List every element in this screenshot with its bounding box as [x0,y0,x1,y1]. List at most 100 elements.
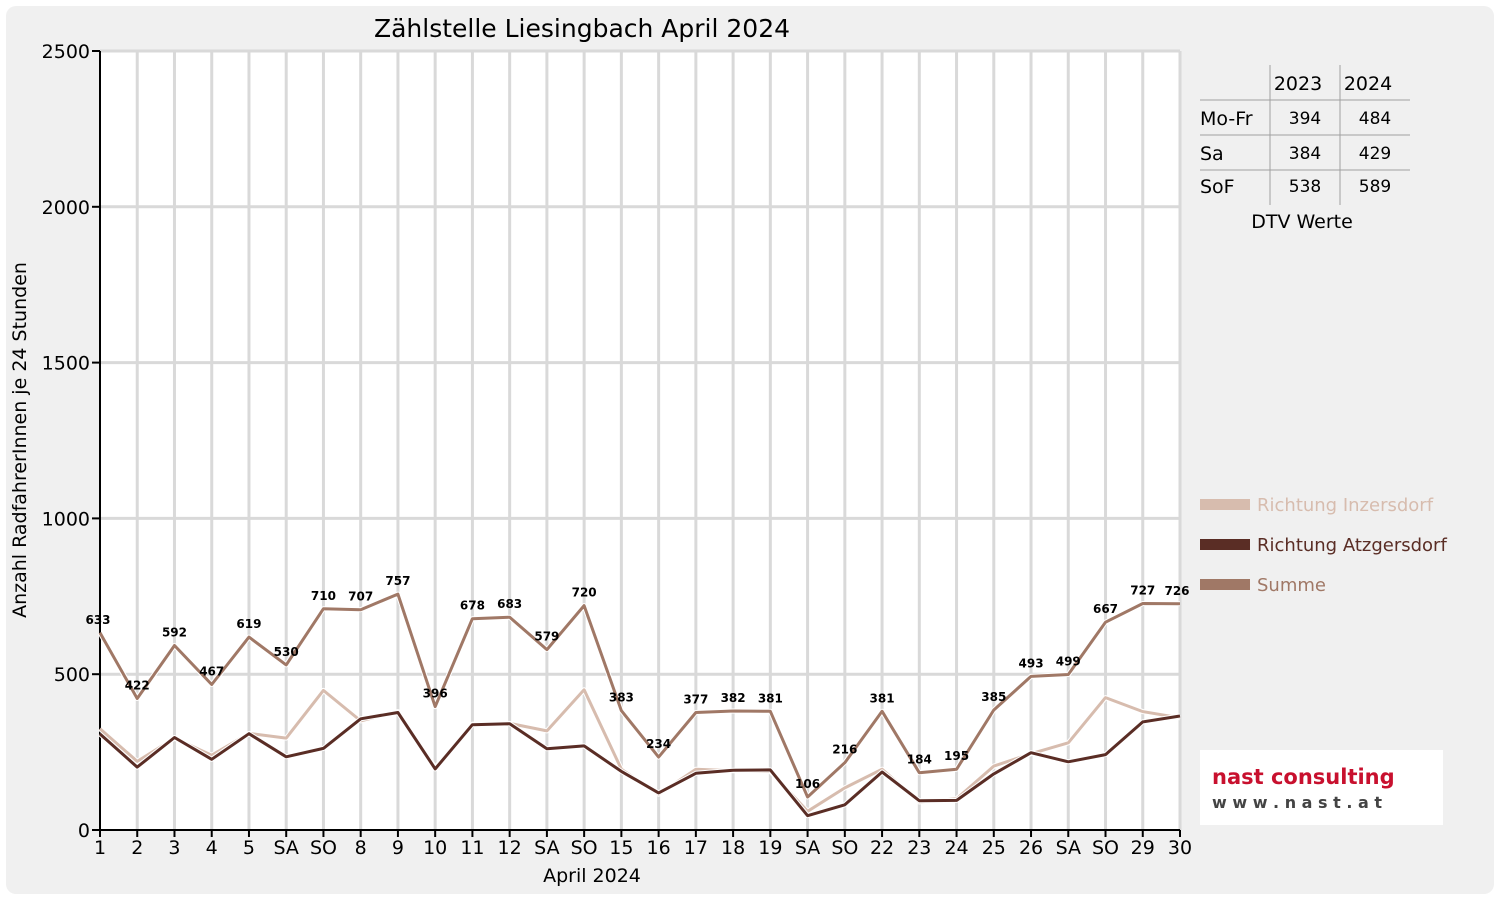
x-tick-label: SO [571,837,598,859]
data-label: 499 [1056,655,1081,669]
series-line-3 [98,592,1181,799]
x-tick-label: 5 [243,837,255,859]
table-cell: 538 [1289,177,1321,197]
legend-swatch-atzgersdorf [1200,539,1250,550]
table-cell: 484 [1359,109,1391,129]
x-tick-label: SA [273,837,298,859]
legend-label-inzersdorf: Richtung Inzersdorf [1257,495,1434,516]
series-line-2 [99,711,1181,818]
x-tick-label: 17 [684,837,708,859]
x-tick-label: 12 [498,837,522,859]
data-label: 530 [274,645,299,659]
data-label: 381 [870,691,895,705]
data-label: 396 [423,687,448,701]
grid [100,49,1182,830]
table-cell: 394 [1289,109,1321,129]
y-axis-label: Anzahl RadfahrerInnen je 24 Stunden [9,262,31,618]
series [97,591,1181,819]
y-ticks: 0 500 1000 1500 2000 2500 [42,41,100,842]
data-label: 667 [1093,602,1118,616]
data-label: 383 [609,691,634,705]
x-tick-label: 10 [423,837,447,859]
data-label: 726 [1164,584,1189,598]
nast-consulting-logo: nast consulting w w w . n a s t . a t [1200,750,1443,825]
table-cell: 384 [1289,144,1321,164]
data-label: 234 [646,737,671,751]
y-tick-label: 2000 [42,197,90,219]
x-tick-label: 19 [758,837,782,859]
data-label: 385 [981,690,1006,704]
x-tick-label: SO [831,837,858,859]
y-tick-label: 1500 [42,353,90,375]
y-tick-label: 500 [54,664,90,686]
x-tick-label: SA [534,837,559,859]
x-ticks: 1 2 3 4 5 SA SO 8 9 10 11 12 SA SO 15 16 17 18 19 SA SO 22 23 2… [94,830,1192,859]
table-row-label: SoF [1200,176,1235,198]
data-label: 710 [311,589,336,603]
data-label: 195 [944,749,969,763]
data-label: 678 [460,599,485,613]
chart-title: Zählstelle Liesingbach April 2024 [374,14,790,43]
data-label: 720 [572,586,597,600]
x-tick-label: SA [1056,837,1081,859]
table-header-2024: 2024 [1344,73,1392,95]
table-row-label: Sa [1200,143,1224,165]
table-cell: 429 [1359,144,1391,164]
legend-swatch-summe [1200,579,1250,590]
logo-url: w w w . n a s t . a t [1212,793,1382,812]
x-tick-label: 24 [944,837,968,859]
data-label: 422 [125,679,150,693]
x-tick-label: 29 [1131,837,1155,859]
x-tick-label: 23 [907,837,931,859]
plot-area [100,51,1180,830]
table-row-label: Mo-Fr [1200,108,1253,130]
data-label: 216 [832,743,857,757]
data-label: 184 [907,753,932,767]
data-label: 619 [236,617,261,631]
data-label: 381 [758,691,783,705]
legend-label-atzgersdorf: Richtung Atzgersdorf [1257,535,1447,556]
data-label: 707 [348,590,373,604]
x-tick-label: 26 [1019,837,1043,859]
x-tick-label: 25 [982,837,1006,859]
data-label: 382 [721,691,746,705]
x-tick-label: 30 [1168,837,1192,859]
data-label: 106 [795,777,820,791]
x-tick-label: 4 [206,837,218,859]
data-label: 493 [1019,656,1044,670]
x-tick-label: SA [795,837,820,859]
x-tick-label: 18 [721,837,745,859]
data-label: 579 [534,630,559,644]
data-label: 592 [162,626,187,640]
data-label: 377 [683,693,708,707]
axes [99,51,1180,831]
legend-swatch-inzersdorf [1200,499,1250,510]
x-tick-label: 11 [460,837,484,859]
dtv-table: 2023 2024 Mo-Fr 394 484 Sa 384 429 SoF 5… [1200,65,1410,233]
table-cell: 589 [1359,177,1391,197]
x-tick-label: 15 [609,837,633,859]
x-tick-label: 8 [355,837,367,859]
legend: Richtung Inzersdorf Richtung Atzgersdorf… [1200,495,1447,596]
data-labels: 633 422 592 467 619 530 710 707 757 396 678 683 579 7… [85,574,1189,791]
logo-wordmark: nast consulting [1212,765,1395,789]
x-tick-label: SO [1092,837,1119,859]
x-axis-label: April 2024 [543,865,641,887]
x-tick-label: 1 [94,837,106,859]
legend-label-summe: Summe [1257,575,1326,596]
table-caption: DTV Werte [1251,211,1353,233]
table-header-2023: 2023 [1274,73,1322,95]
x-tick-label: 22 [870,837,894,859]
y-tick-label: 2500 [42,41,90,63]
y-tick-label: 1000 [42,508,90,530]
data-label: 633 [85,613,110,627]
data-label: 683 [497,597,522,611]
data-label: 727 [1130,583,1155,597]
x-tick-label: 2 [131,837,143,859]
data-label: 467 [199,664,224,678]
x-tick-label: 9 [392,837,404,859]
x-tick-label: 16 [647,837,671,859]
y-tick-label: 0 [78,820,90,842]
data-label: 757 [385,574,410,588]
